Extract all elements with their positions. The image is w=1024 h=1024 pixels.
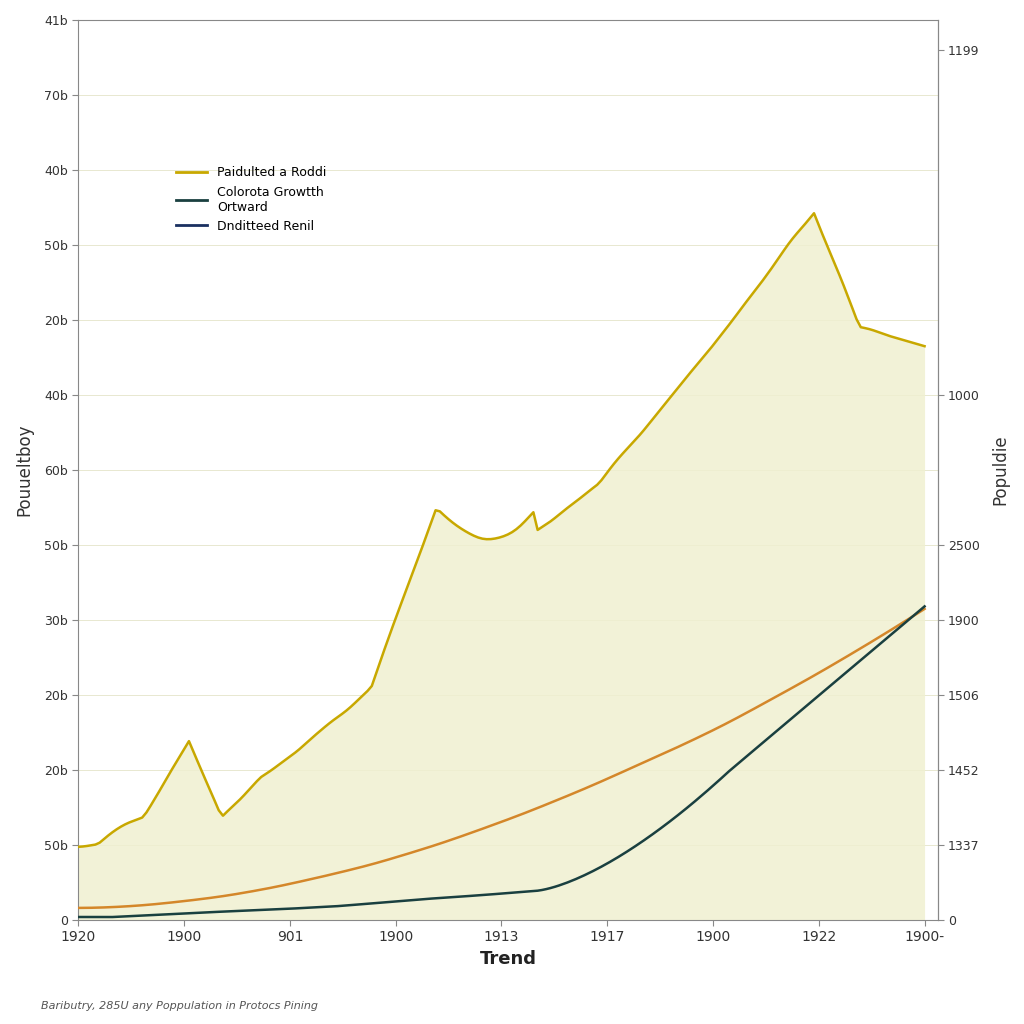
Text: Baributry, 285U any Poppulation in Protocs Pining: Baributry, 285U any Poppulation in Proto… <box>41 1000 318 1011</box>
Legend: Paidulted a Roddi, Colorota Growtth
Ortward, Dnditteed Renil: Paidulted a Roddi, Colorota Growtth Ortw… <box>171 161 331 238</box>
Y-axis label: Pouueltboy: Pouueltboy <box>15 424 33 516</box>
Y-axis label: Populdie: Populdie <box>991 435 1009 506</box>
X-axis label: Trend: Trend <box>479 950 537 968</box>
